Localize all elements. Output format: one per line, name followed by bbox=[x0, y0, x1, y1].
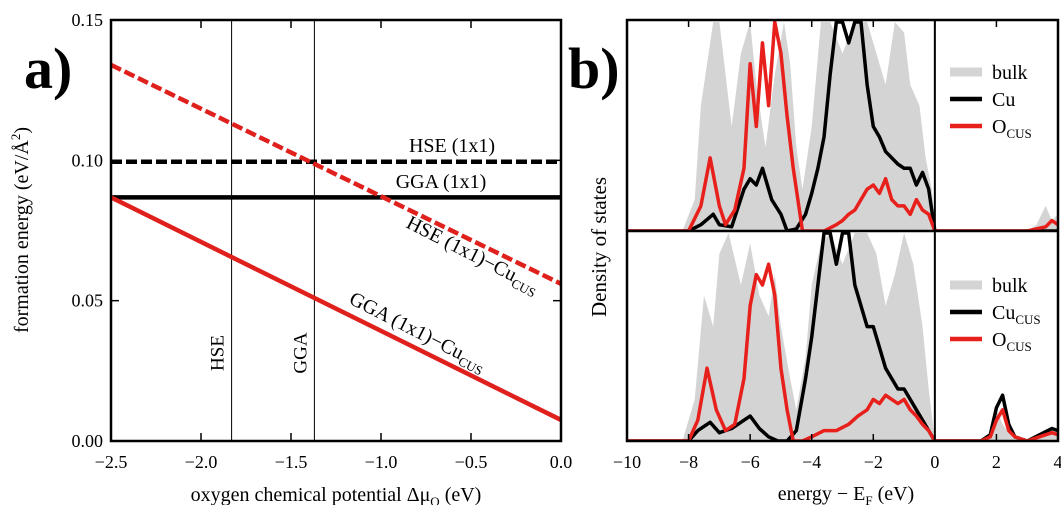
dos-bottom-curves bbox=[627, 231, 1058, 441]
legend-top-label-o-cus: OCUS bbox=[992, 116, 1032, 141]
vline-label-hse: HSE bbox=[208, 335, 229, 371]
legend-top-label-bulk: bulk bbox=[992, 62, 1028, 84]
panel-b-xticks: −10 −8 −6 −4 −2 0 2 4 bbox=[613, 20, 1061, 472]
dos-bottom-o-curve bbox=[627, 262, 1058, 441]
x-tick-label: −8 bbox=[679, 452, 698, 472]
series-label-gga-1x1-cu-cus: GGA (1x1)−CuCUS bbox=[344, 288, 489, 379]
panel-b-top-plot bbox=[627, 20, 1058, 231]
panel-a: a) −2.5 −2.0 −1.5 −1.0 −0.5 0.0 0.000.050.100… bbox=[8, 10, 572, 505]
panel-b-xlabel: energy − EF (eV) bbox=[778, 483, 914, 505]
dos-top-o-curve bbox=[627, 20, 1058, 231]
panel-a-vlines bbox=[231, 20, 315, 441]
panel-a-frame bbox=[109, 18, 563, 443]
x-tick-label: −1.5 bbox=[275, 452, 308, 472]
series-label-gga-1x1: GGA (1x1) bbox=[396, 171, 487, 193]
panel-a-xlabel: oxygen chemical potential ΔμO (eV) bbox=[191, 484, 482, 505]
x-tick-label: 0.0 bbox=[550, 452, 573, 472]
panel-a-series bbox=[110, 62, 562, 422]
dos-top-cu-curve bbox=[627, 20, 1058, 231]
panel-a-yticks: 0.00 0.05 0.10 0.15 bbox=[72, 10, 561, 451]
legend-bottom-label-bulk: bulk bbox=[992, 275, 1028, 297]
legend-bottom-label-cu-cus: CuCUS bbox=[992, 302, 1041, 327]
y-tick-label: 0.15 bbox=[72, 10, 104, 30]
y-tick-label: 0.00 bbox=[72, 431, 104, 451]
panel-b-ylabel: Density of states bbox=[587, 177, 611, 317]
series-label-hse-1x1-cu-cus: HSE (1x1)−CuCUS bbox=[401, 212, 542, 301]
x-tick-label: 4 bbox=[1054, 452, 1061, 472]
x-tick-label: 2 bbox=[992, 452, 1001, 472]
dos-top-curves bbox=[627, 20, 1058, 231]
panel-a-ylabel: formation energy (eV/Å2) bbox=[8, 127, 33, 333]
y-tick-label: 0.10 bbox=[72, 150, 104, 170]
panel-a-vline-labels: HSE GGA bbox=[208, 332, 312, 373]
x-tick-label: 0 bbox=[930, 452, 939, 472]
dos-bottom-bulk-area bbox=[682, 233, 1058, 441]
panel-a-xticks: −2.5 −2.0 −1.5 −1.0 −0.5 0.0 bbox=[95, 20, 573, 472]
x-tick-label: −0.5 bbox=[455, 452, 488, 472]
x-tick-label: −2.5 bbox=[95, 452, 128, 472]
series-gga-1x1-cu-cus bbox=[110, 195, 562, 422]
x-tick-label: −2.0 bbox=[185, 452, 218, 472]
panel-b-legend-top: bulk Cu OCUS bbox=[950, 62, 1032, 141]
x-tick-label: −10 bbox=[613, 452, 641, 472]
legend-top-label-cu: Cu bbox=[992, 89, 1015, 111]
x-tick-label: −6 bbox=[741, 452, 760, 472]
series-hse-1x1-cu-cus bbox=[110, 62, 562, 286]
vline-label-gga: GGA bbox=[290, 332, 311, 373]
panel-b-bottom-plot bbox=[627, 231, 1058, 441]
series-label-hse-1x1: HSE (1x1) bbox=[409, 135, 495, 157]
x-tick-label: −2 bbox=[864, 452, 883, 472]
x-tick-label: −4 bbox=[802, 452, 821, 472]
dos-bottom-cu-curve bbox=[627, 231, 1058, 441]
x-tick-label: −1.0 bbox=[365, 452, 398, 472]
dos-top-bulk-area bbox=[682, 22, 1058, 231]
panel-b-frame bbox=[625, 18, 1060, 443]
legend-bottom-label-o-cus: OCUS bbox=[992, 329, 1032, 354]
panel-b-label: b) bbox=[568, 36, 620, 101]
panel-a-label: a) bbox=[24, 36, 72, 101]
y-tick-label: 0.05 bbox=[72, 291, 104, 311]
